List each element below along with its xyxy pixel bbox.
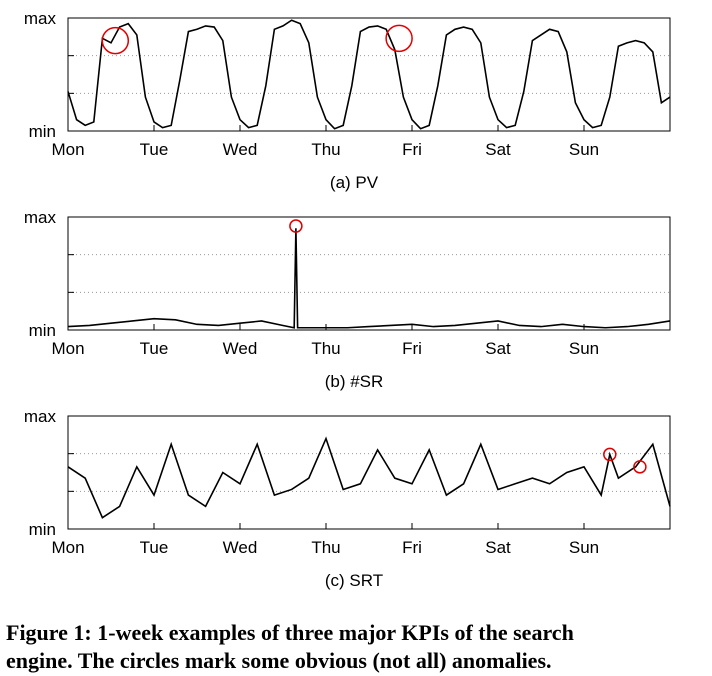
x-tick-label: Mon [51,339,84,358]
y-tick-label: max [24,407,57,426]
x-tick-label: Sun [569,140,599,159]
subtitle: (a) PV [330,173,379,192]
plot-frame [67,216,671,331]
anomaly-circle [385,24,413,53]
x-tick-label: Tue [140,140,169,159]
x-tick-label: Sat [485,538,511,557]
y-tick-label: max [24,208,57,227]
x-tick-label: Mon [51,140,84,159]
series-line [67,19,671,130]
caption-line: Figure 1: 1-week examples of three major… [6,620,574,645]
x-tick-label: Tue [140,538,169,557]
x-tick-label: Fri [402,140,422,159]
series-line [67,436,671,519]
x-tick-label: Wed [223,140,258,159]
x-tick-label: Sun [569,339,599,358]
x-tick-label: Fri [402,538,422,557]
x-tick-label: Thu [311,538,340,557]
y-tick-label: max [24,9,57,28]
anomaly-circle [633,460,647,474]
x-tick-label: Wed [223,339,258,358]
y-tick-label: min [29,321,56,340]
x-tick-label: Fri [402,339,422,358]
x-tick-label: Tue [140,339,169,358]
series-line [67,228,671,329]
y-tick-label: min [29,122,56,141]
subtitle: (b) #SR [325,372,384,391]
plot-frame [67,415,671,530]
x-tick-label: Sat [485,140,511,159]
plot-frame [67,17,671,132]
x-tick-label: Thu [311,140,340,159]
x-tick-label: Mon [51,538,84,557]
x-tick-label: Wed [223,538,258,557]
x-tick-label: Sat [485,339,511,358]
y-tick-label: min [29,520,56,539]
anomaly-circle [603,447,617,462]
caption-line: engine. The circles mark some obvious (n… [6,648,552,673]
x-tick-label: Thu [311,339,340,358]
anomaly-circle [289,219,303,233]
subtitle: (c) SRT [325,571,383,590]
x-tick-label: Sun [569,538,599,557]
anomaly-circle [101,26,130,55]
